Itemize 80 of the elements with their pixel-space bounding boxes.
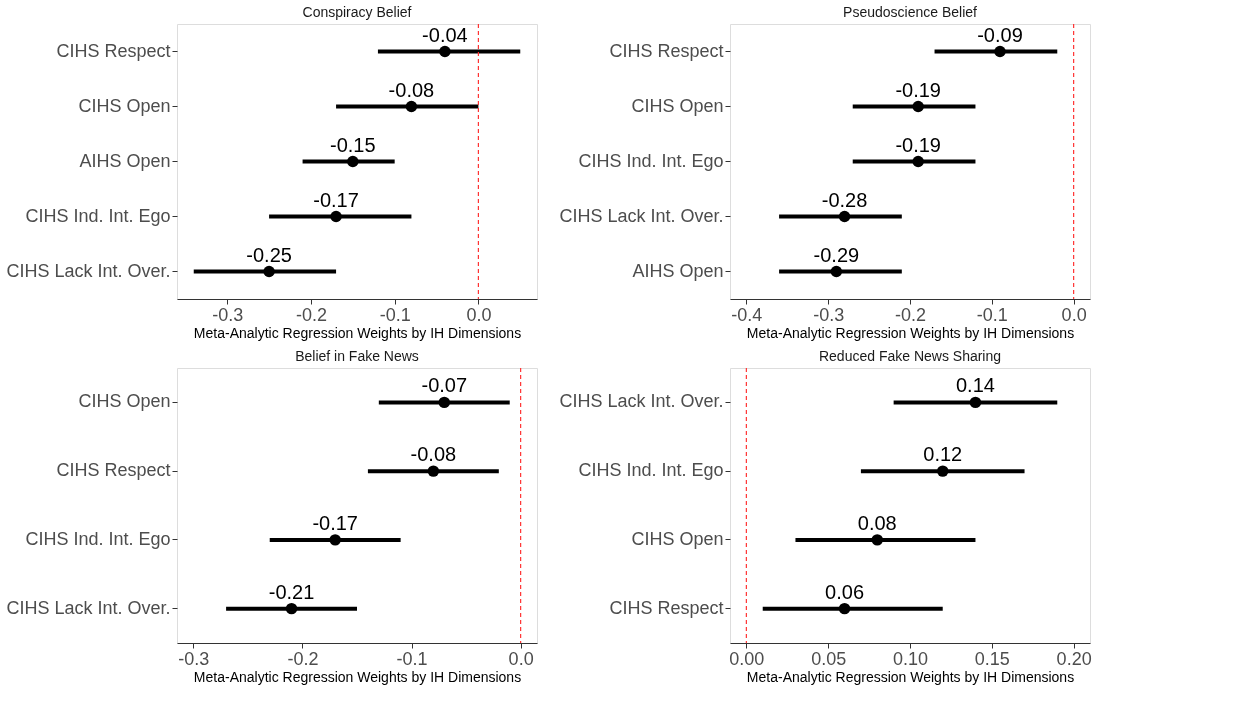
x-tick-label: -0.3 [178, 648, 210, 669]
point [263, 265, 275, 278]
data-label: -0.17 [313, 188, 359, 211]
point [912, 100, 924, 113]
y-tick-label: CIHS Lack Int. Over. [559, 205, 724, 226]
x-tick-label: -0.1 [379, 304, 411, 325]
chart-title: Pseudoscience Belief [843, 4, 978, 21]
point [405, 100, 418, 113]
x-tick-label: -0.2 [894, 304, 927, 325]
x-tick-label: 0.20 [1056, 648, 1092, 669]
x-tick-label: 0.10 [892, 648, 929, 669]
y-tick-label: CIHS Lack Int. Over. [6, 260, 171, 281]
data-label: -0.19 [895, 133, 941, 156]
data-label: -0.17 [312, 511, 358, 534]
point [438, 396, 450, 409]
chart-title: Reduced Fake News Sharing [818, 348, 1002, 365]
y-tick-label: CIHS Respect [56, 40, 171, 61]
data-label: -0.28 [821, 188, 868, 211]
x-tick-label: 0.0 [1061, 304, 1087, 325]
point [427, 465, 440, 477]
point [838, 210, 851, 223]
data-label: 0.12 [923, 443, 963, 466]
data-label: -0.07 [421, 374, 468, 397]
y-tick-label: CIHS Open [78, 95, 171, 116]
y-tick-label: CIHS Ind. Int. Ego [25, 528, 171, 549]
data-label: -0.08 [388, 78, 435, 101]
x-axis-title: Meta-Analytic Regression Weights by IH Dimensions [746, 668, 1075, 685]
y-tick-label: CIHS Ind. Int. Ego [578, 460, 724, 481]
point [439, 45, 451, 58]
x-axis-title: Meta-Analytic Regression Weights by IH Dimensions [746, 324, 1075, 341]
x-tick-label: -0.1 [976, 304, 1008, 325]
x-axis-title: Meta-Analytic Regression Weights by IH Dimensions [193, 668, 522, 685]
y-tick-label: CIHS Lack Int. Over. [559, 391, 724, 412]
data-label: -0.15 [330, 133, 376, 156]
point [347, 155, 359, 168]
x-tick-label: -0.3 [813, 304, 845, 325]
data-label: 0.14 [955, 374, 995, 397]
x-tick-label: -0.2 [287, 648, 319, 669]
y-tick-label: CIHS Open [631, 528, 724, 549]
chart-title: Conspiracy Belief [302, 4, 412, 21]
x-tick-label: -0.3 [212, 304, 244, 325]
point [330, 210, 342, 223]
data-label: -0.21 [268, 580, 315, 603]
point [871, 534, 883, 546]
y-tick-label: CIHS Open [78, 391, 171, 412]
data-label: -0.04 [422, 23, 468, 46]
y-tick-label: CIHS Respect [609, 597, 724, 618]
point [937, 465, 949, 477]
x-tick-label: 0.05 [811, 648, 847, 669]
y-tick-label: AIHS Open [632, 260, 724, 281]
x-tick-label: 0.0 [466, 304, 492, 325]
x-tick-label: 0.15 [974, 648, 1010, 669]
point [838, 602, 851, 615]
point [912, 155, 924, 168]
data-label: -0.25 [246, 243, 292, 266]
point [285, 602, 298, 615]
y-tick-label: CIHS Ind. Int. Ego [25, 205, 171, 226]
data-label: -0.29 [813, 243, 860, 266]
point [994, 45, 1006, 58]
y-tick-label: CIHS Open [631, 95, 724, 116]
y-tick-label: CIHS Respect [56, 460, 171, 481]
point [830, 265, 843, 278]
x-tick-label: 0.0 [508, 648, 534, 669]
data-label: -0.09 [977, 23, 1023, 46]
point [329, 534, 341, 546]
y-tick-label: AIHS Open [79, 150, 171, 171]
data-label: -0.08 [410, 443, 457, 466]
x-tick-label: -0.4 [731, 304, 763, 325]
x-axis-title: Meta-Analytic Regression Weights by IH Dimensions [193, 324, 522, 341]
y-tick-label: CIHS Lack Int. Over. [6, 597, 171, 618]
data-label: 0.08 [857, 511, 897, 534]
x-tick-label: -0.2 [295, 304, 327, 325]
chart-title: Belief in Fake News [295, 348, 419, 365]
data-label: -0.19 [895, 78, 941, 101]
y-tick-label: CIHS Ind. Int. Ego [578, 150, 724, 171]
point [969, 396, 982, 409]
x-tick-label: -0.1 [396, 648, 428, 669]
data-label: 0.06 [825, 580, 865, 603]
x-tick-label: 0.00 [729, 648, 765, 669]
y-tick-label: CIHS Respect [609, 40, 724, 61]
